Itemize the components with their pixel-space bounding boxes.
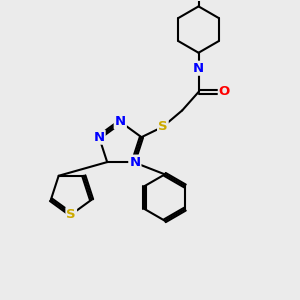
Text: N: N: [129, 156, 140, 169]
Text: N: N: [193, 62, 204, 75]
Text: N: N: [94, 131, 105, 144]
Text: N: N: [115, 115, 126, 128]
Text: S: S: [158, 120, 168, 133]
Text: S: S: [66, 208, 76, 221]
Text: O: O: [219, 85, 230, 98]
